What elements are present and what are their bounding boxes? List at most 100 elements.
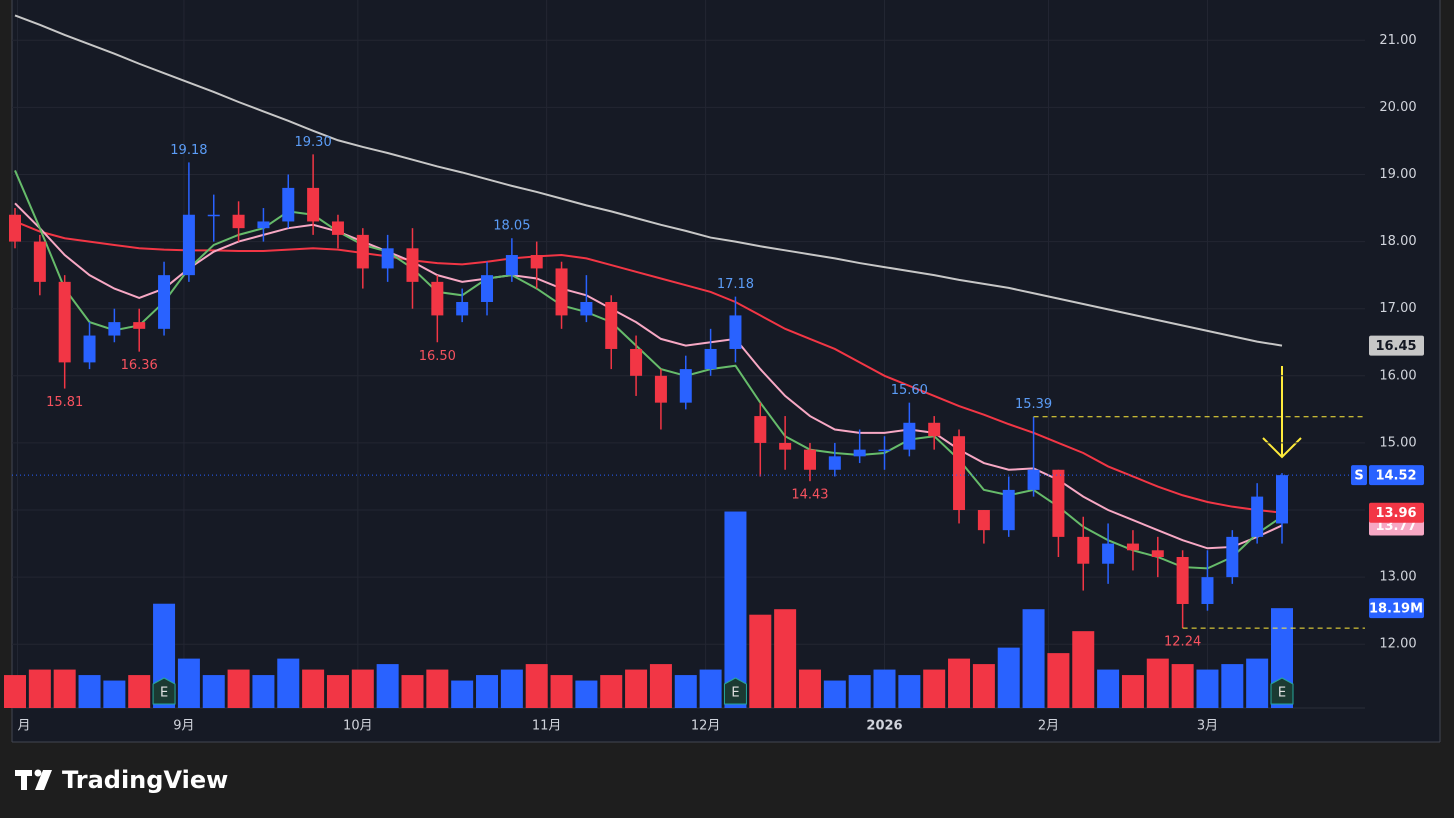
volume-bar [674,675,697,708]
y-tick-label: 17.00 [1379,301,1416,316]
candle-body [158,275,171,329]
volume-bar [848,675,871,708]
volume-bar [550,675,573,708]
candle-body [1226,536,1239,578]
candle-body [431,281,444,316]
candle-body [1251,496,1264,537]
event-label: E [1278,686,1286,701]
candle-body [1002,489,1015,531]
volume-bar [1146,658,1169,708]
volume-bar [898,675,921,708]
volume-bar [1072,631,1095,708]
extreme-label: 18.05 [493,219,530,234]
x-tick-label: 2026 [866,719,902,734]
candle-body [1151,550,1164,558]
y-tick-label: 15.00 [1379,435,1416,450]
volume-bar [53,669,76,708]
candle-body [1276,475,1288,524]
candle-body [878,449,891,452]
volume-bar [78,675,101,708]
volume-bar [1221,664,1244,708]
volume-bar [1097,669,1120,708]
candle-body [406,248,419,282]
volume-bar [798,669,821,708]
moving-average [14,170,1283,570]
candle-body [381,248,394,269]
x-tick-label: 12月 [691,719,721,734]
candle-body [257,221,270,229]
price-tag-label: 16.45 [1375,339,1416,354]
y-tick-label: 19.00 [1379,167,1416,182]
volume-bar [277,658,300,708]
volume-bar [351,669,374,708]
event-marker [152,677,176,705]
extreme-label: 14.43 [791,488,828,503]
y-tick-label: 18.00 [1379,234,1416,249]
price-tag [1369,335,1424,356]
symbol-badge [1351,465,1367,486]
x-tick-label: 2月 [1038,719,1059,734]
volume-bar [128,675,151,708]
candle-body [1176,557,1189,604]
candle-body [679,369,692,403]
candle-body [83,335,96,363]
volume-bar [873,669,896,708]
price-tag [1369,465,1424,486]
arrow [1262,366,1302,459]
candle-body [953,436,966,511]
volume-bar [923,669,946,708]
volume-bar [948,658,971,708]
moving-average [14,220,1283,514]
volume-bar [1022,609,1045,708]
volume-bar [1121,675,1144,708]
moving-average [14,202,1283,550]
extreme-label: 15.81 [46,395,83,410]
extreme-label: 17.18 [717,277,754,292]
candle-body [307,187,320,222]
logo-icon [15,769,52,790]
volume-bar [625,669,648,708]
price-tag-label: 18.19M [1369,602,1423,617]
x-tick-label: 10月 [343,719,373,734]
x-tick-label: 3月 [1197,719,1218,734]
volume-bar [227,669,250,708]
candle-body [555,268,568,316]
event-label: E [731,686,739,701]
volume-bar [28,669,51,708]
candle-body [1102,543,1115,564]
volume-bar [426,669,449,708]
extreme-label: 16.36 [121,358,158,373]
volume-bar [600,675,623,708]
volume-bar [1196,669,1219,708]
volume-bar [1246,658,1269,708]
extreme-label: 15.39 [1015,397,1052,412]
volume-bar [103,680,126,708]
candle-body [282,187,295,222]
candle-body [729,315,742,349]
volume-bar [823,680,846,708]
symbol-badge-label: S [1354,469,1363,484]
volume-bar [401,675,424,708]
brand: TradingView [62,766,228,794]
candle-body [33,241,46,282]
candle-body [182,214,195,276]
candle-body [903,422,916,450]
volume-bar [1171,664,1194,708]
extreme-label: 16.50 [419,349,456,364]
volume-bar [649,664,672,708]
candle-body [977,510,990,531]
candle-body [133,322,146,329]
candle-body [456,301,469,316]
volume-bar [302,669,325,708]
extreme-label: 19.18 [170,143,207,158]
volume-bar [177,658,200,708]
volume-bar [326,675,349,708]
volume-bar [972,664,995,708]
y-tick-label: 16.00 [1379,368,1416,383]
candle-body [1052,469,1065,537]
candle-body [232,214,245,229]
extreme-label: 19.30 [295,135,332,150]
candle-body [505,255,518,276]
candle-body [481,275,494,302]
